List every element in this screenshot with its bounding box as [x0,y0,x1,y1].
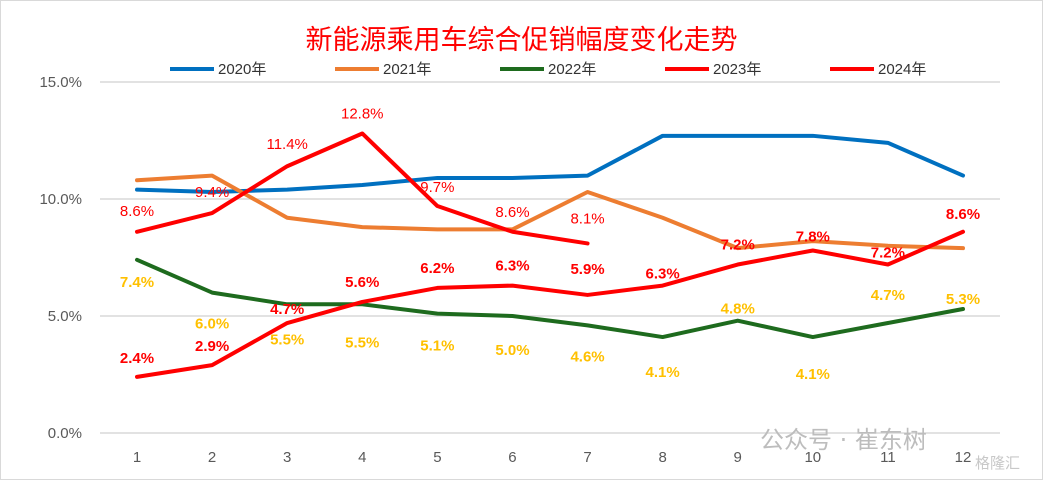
y-tick-label: 0.0% [48,425,82,442]
legend: 2020年 2021年 2022年 2023年 2024年 [170,58,995,79]
x-tick-label: 10 [804,449,821,466]
data-label: 6.3% [646,266,680,283]
data-label: 12.8% [341,105,384,122]
data-label: 9.7% [420,179,454,196]
series-line-2021年 [135,173,965,251]
data-label: 5.3% [946,291,980,308]
data-label: 2.4% [120,350,154,367]
legend-swatch [335,66,379,71]
legend-item: 2020年 [170,58,335,79]
series-line-2022年 [135,257,965,340]
data-label: 6.3% [495,258,529,275]
data-label: 7.2% [871,245,905,262]
legend-swatch [500,66,544,71]
data-label: 5.9% [570,261,604,278]
data-label: 8.6% [495,204,529,221]
x-tick-label: 3 [283,449,291,466]
legend-label: 2024年 [878,61,927,78]
data-label: 4.1% [646,364,680,381]
legend-swatch [665,66,709,71]
data-label: 8.6% [120,203,154,220]
legend-swatch [170,66,214,71]
data-label: 2.9% [195,338,229,355]
data-label: 11.4% [266,136,307,153]
x-tick-label: 2 [208,449,216,466]
data-label: 4.6% [570,348,604,365]
y-tick-label: 5.0% [48,308,82,325]
watermark: 公众号 · 崔东树 [760,426,927,454]
data-label: 5.5% [270,331,304,348]
data-label: 6.2% [420,260,454,277]
data-label: 9.4% [195,184,229,201]
data-label: 8.6% [946,206,980,223]
data-label: 7.2% [721,237,755,254]
data-label: 4.8% [721,301,755,318]
chart-title: 新能源乘用车综合促销幅度变化走势 [305,25,738,56]
data-label: 7.4% [120,274,154,291]
y-tick-label: 10.0% [39,191,82,208]
series-line-2024年 [135,131,590,246]
y-tick-label: 15.0% [39,74,82,91]
x-tick-label: 12 [955,449,972,466]
legend-label: 2021年 [383,61,432,78]
x-tick-label: 11 [880,449,896,466]
data-label: 5.6% [345,274,379,291]
data-label: 7.8% [796,228,830,245]
x-tick-label: 5 [433,449,441,466]
legend-label: 2020年 [218,61,267,78]
watermark-logo: 格隆汇 [975,454,1021,472]
x-tick-label: 1 [133,449,141,466]
series-line-2020年 [135,133,965,194]
legend-label: 2023年 [713,61,762,78]
x-tick-label: 9 [734,449,742,466]
data-label: 4.7% [871,287,905,304]
series-line-2023年 [135,229,965,379]
legend-swatch [830,66,874,71]
legend-item: 2024年 [830,58,995,79]
data-label: 4.1% [796,366,830,383]
legend-item: 2021年 [335,58,500,79]
x-tick-label: 6 [508,449,516,466]
legend-item: 2022年 [500,58,665,79]
data-label: 6.0% [195,316,229,333]
data-label: 5.1% [420,338,454,355]
legend-label: 2022年 [548,61,597,78]
data-label: 4.7% [270,301,304,318]
x-tick-label: 7 [583,449,591,466]
x-tick-label: 4 [358,449,366,466]
x-tick-label: 8 [658,449,666,466]
data-label: 8.1% [570,210,604,227]
data-label: 5.5% [345,334,379,351]
legend-item: 2023年 [665,58,830,79]
data-label: 5.0% [495,342,529,359]
